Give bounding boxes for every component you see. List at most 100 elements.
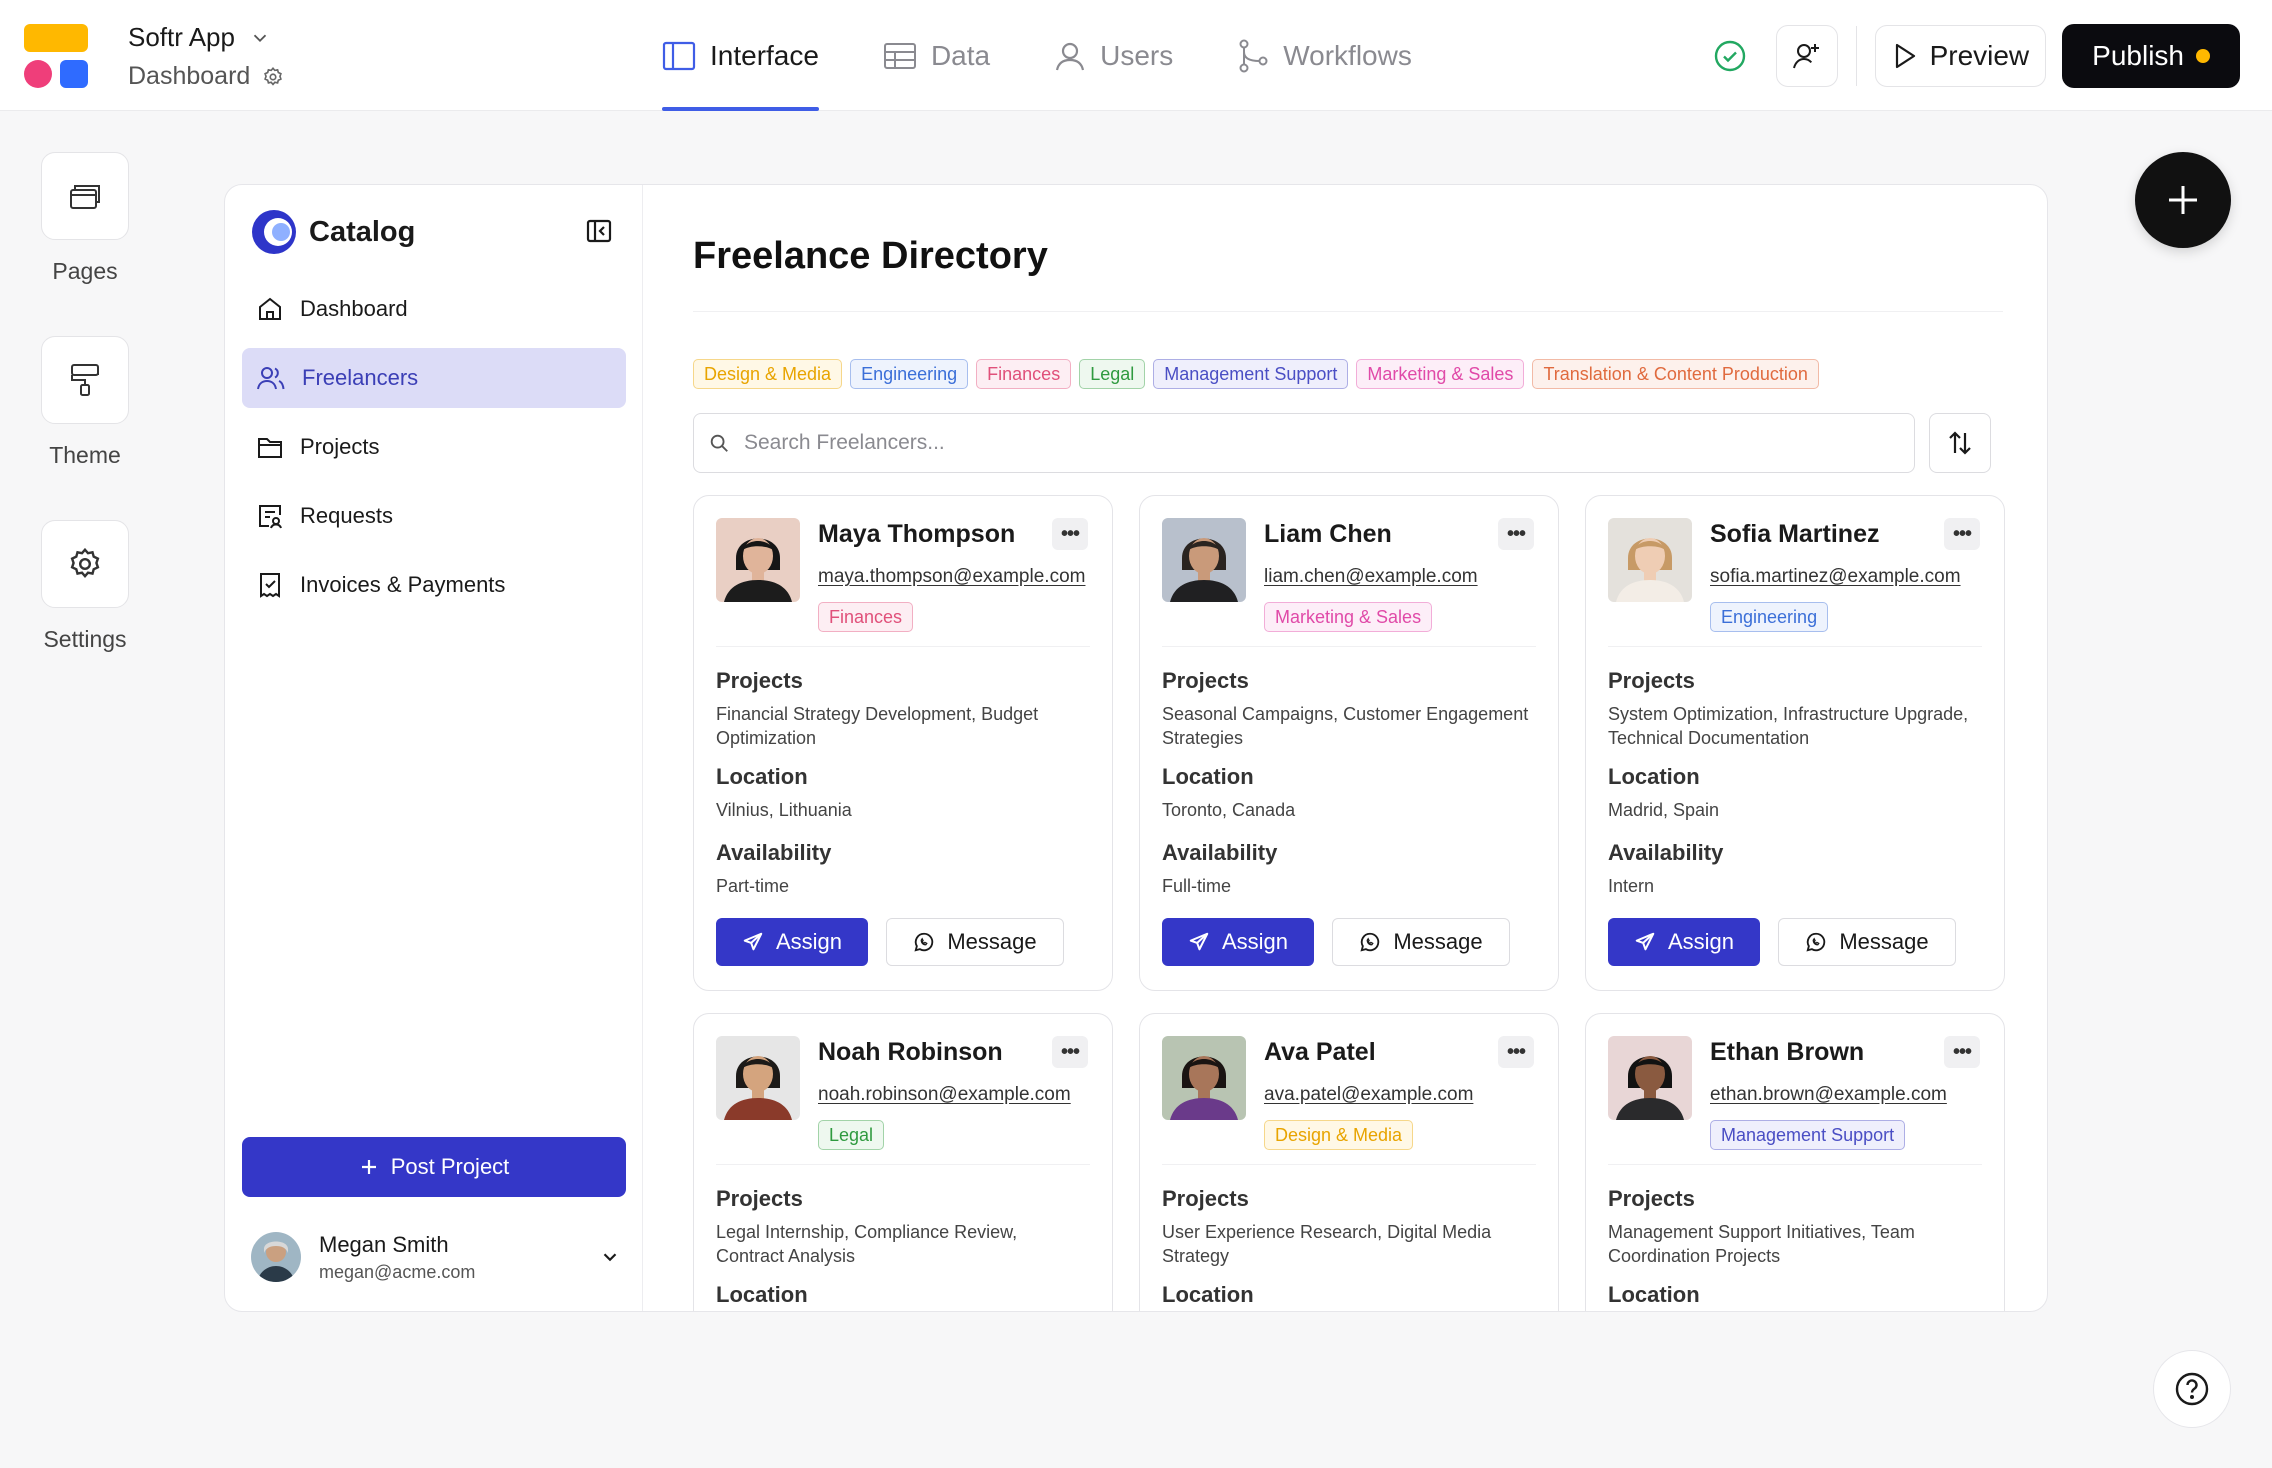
chat-icon xyxy=(914,932,934,952)
chevron-down-icon[interactable] xyxy=(599,1246,621,1268)
help-button[interactable] xyxy=(2153,1350,2231,1428)
user-name: Megan Smith xyxy=(319,1231,449,1257)
sidebar-item-label: Dashboard xyxy=(300,296,408,321)
filter-chip[interactable]: Design & Media xyxy=(693,359,843,389)
freelancer-name[interactable]: Liam Chen xyxy=(1264,520,1392,548)
more-options-button[interactable]: ••• xyxy=(1944,1036,1980,1068)
preview-label: Preview xyxy=(1929,40,2030,71)
post-project-label: Post Project xyxy=(390,1154,510,1179)
freelancer-card[interactable]: Noah Robinson ••• noah.robinson@example.co… xyxy=(693,1013,1113,1311)
assign-button[interactable]: Assign xyxy=(1162,918,1314,966)
location-section: Location Madrid, Spain xyxy=(1608,764,1982,822)
freelancer-card[interactable]: Ava Patel ••• ava.patel@example.com Design … xyxy=(1139,1013,1559,1311)
sort-button[interactable] xyxy=(1929,413,1991,473)
location-section: Location xyxy=(1162,1282,1536,1311)
sidebar-item-projects[interactable]: Projects xyxy=(242,417,626,477)
availability-value: Intern xyxy=(1608,876,1655,896)
freelancer-email[interactable]: ava.patel@example.com xyxy=(1264,1084,1474,1105)
sidebar-item-requests[interactable]: Requests xyxy=(242,486,626,546)
sidebar-item-invoices-payments[interactable]: Invoices & Payments xyxy=(242,555,626,615)
post-project-button[interactable]: Post Project xyxy=(242,1137,626,1197)
freelancer-email[interactable]: liam.chen@example.com xyxy=(1264,566,1478,587)
tab-workflows[interactable]: Workflows xyxy=(1237,0,1412,111)
publish-button[interactable]: Publish xyxy=(2062,24,2240,88)
check-circle-icon xyxy=(1714,40,1745,72)
softr-logo[interactable] xyxy=(24,24,88,88)
saved-status[interactable] xyxy=(1700,25,1760,87)
freelancer-name[interactable]: Ava Patel xyxy=(1264,1038,1376,1066)
freelancer-name[interactable]: Ethan Brown xyxy=(1710,1038,1865,1066)
filter-chip[interactable]: Legal xyxy=(1079,359,1146,389)
card-divider xyxy=(716,1164,1090,1165)
divider xyxy=(1855,26,1857,86)
assign-button[interactable]: Assign xyxy=(716,918,868,966)
availability-heading: Availability xyxy=(716,840,832,865)
freelancer-card[interactable]: Sofia Martinez ••• sofia.martinez@example.… xyxy=(1585,495,2005,991)
freelancer-email[interactable]: noah.robinson@example.com xyxy=(818,1084,1071,1105)
help-icon xyxy=(2175,1372,2209,1406)
brand-name: Catalog xyxy=(309,215,416,248)
filter-chip[interactable]: Engineering xyxy=(850,359,969,389)
location-value: Vilnius, Lithuania xyxy=(716,800,852,820)
filter-chip[interactable]: Management Support xyxy=(1153,359,1349,389)
assign-button[interactable]: Assign xyxy=(1608,918,1760,966)
page-name: Dashboard xyxy=(128,62,251,90)
invite-user-button[interactable] xyxy=(1775,25,1838,87)
message-button[interactable]: Message xyxy=(1332,918,1510,966)
page-switcher[interactable]: Dashboard xyxy=(128,62,284,91)
category-tag: Engineering xyxy=(1710,602,1829,632)
location-value: Madrid, Spain xyxy=(1608,800,1720,820)
rail-settings-box[interactable] xyxy=(41,520,129,608)
message-button[interactable]: Message xyxy=(886,918,1064,966)
chat-icon xyxy=(1360,932,1380,952)
tab-data[interactable]: Data xyxy=(883,0,990,111)
more-options-button[interactable]: ••• xyxy=(1052,518,1088,550)
freelancer-email[interactable]: ethan.brown@example.com xyxy=(1710,1084,1947,1105)
assign-label: Assign xyxy=(1221,929,1289,954)
send-icon xyxy=(1635,932,1655,951)
rail-theme[interactable]: Theme xyxy=(40,336,130,469)
sidebar-item-dashboard[interactable]: Dashboard xyxy=(242,279,626,339)
tab-interface[interactable]: Interface xyxy=(662,0,819,111)
app-switcher[interactable]: Softr App xyxy=(128,22,271,53)
tab-users[interactable]: Users xyxy=(1054,0,1173,111)
card-actions: Assign Message xyxy=(716,918,1064,966)
more-options-button[interactable]: ••• xyxy=(1498,1036,1534,1068)
freelancer-card[interactable]: Maya Thompson ••• maya.thompson@example.co… xyxy=(693,495,1113,991)
add-block-button[interactable] xyxy=(2135,152,2231,248)
projects-value: Financial Strategy Development, Budget O… xyxy=(716,704,1039,748)
message-button[interactable]: Message xyxy=(1778,918,1956,966)
more-options-button[interactable]: ••• xyxy=(1498,518,1534,550)
freelancer-card[interactable]: Ethan Brown ••• ethan.brown@example.com Man… xyxy=(1585,1013,2005,1311)
preview-button[interactable]: Preview xyxy=(1874,25,2047,87)
filter-chip[interactable]: Translation & Content Production xyxy=(1532,359,1819,389)
rail-theme-box[interactable] xyxy=(41,336,129,424)
filter-chip[interactable]: Finances xyxy=(976,359,1072,389)
freelancer-name[interactable]: Noah Robinson xyxy=(818,1038,1003,1066)
freelancer-card[interactable]: Liam Chen ••• liam.chen@example.com Marketi… xyxy=(1139,495,1559,991)
rail-pages-box[interactable] xyxy=(41,152,129,240)
more-options-button[interactable]: ••• xyxy=(1052,1036,1088,1068)
plus-icon xyxy=(2169,186,2197,214)
category-filters: Design & Media Engineering Finances Legal Ma… xyxy=(693,359,1819,389)
user-menu[interactable]: Megan Smith megan@acme.com xyxy=(251,1227,621,1287)
catalog-brand[interactable]: Catalog xyxy=(251,209,415,255)
search-input[interactable] xyxy=(744,431,1844,455)
projects-section: Projects User Experience Research, Digita… xyxy=(1162,1186,1536,1268)
sidebar-item-freelancers[interactable]: Freelancers xyxy=(242,348,626,408)
search-bar[interactable] xyxy=(693,413,1915,473)
projects-section: Projects Management Support Initiatives, … xyxy=(1608,1186,1982,1268)
location-heading: Location xyxy=(716,1282,808,1307)
filter-chip[interactable]: Marketing & Sales xyxy=(1356,359,1525,389)
freelancer-email[interactable]: maya.thompson@example.com xyxy=(818,566,1086,587)
rail-settings[interactable]: Settings xyxy=(40,520,130,653)
search-icon xyxy=(710,434,728,452)
freelancer-email[interactable]: sofia.martinez@example.com xyxy=(1710,566,1961,587)
more-options-button[interactable]: ••• xyxy=(1944,518,1980,550)
collapse-sidebar-button[interactable] xyxy=(585,217,613,250)
freelancer-name[interactable]: Sofia Martinez xyxy=(1710,520,1880,548)
location-section: Location Vilnius, Lithuania xyxy=(716,764,1090,822)
rail-pages[interactable]: Pages xyxy=(40,152,130,285)
gear-icon[interactable] xyxy=(262,66,284,88)
freelancer-name[interactable]: Maya Thompson xyxy=(818,520,1016,548)
